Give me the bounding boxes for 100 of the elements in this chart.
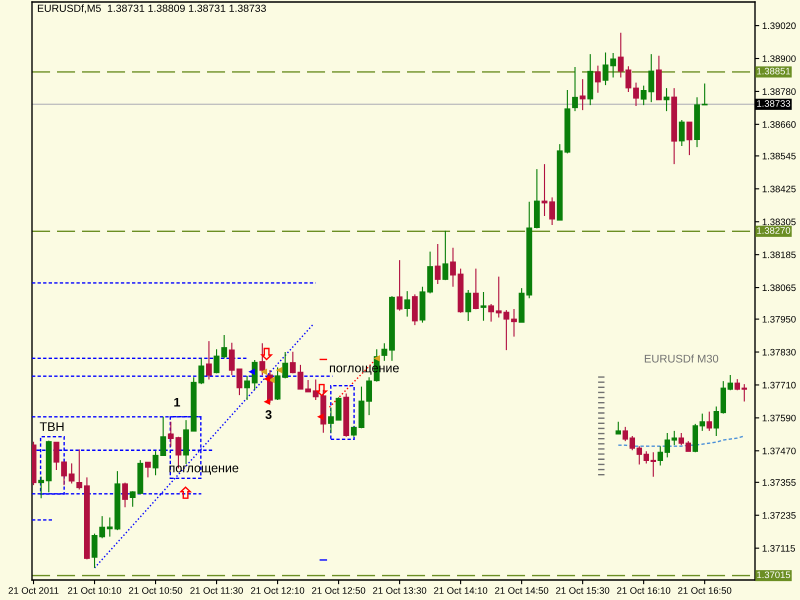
x-tick-label: 21 Oct 12:10: [251, 587, 304, 594]
candlestick: [130, 490, 136, 508]
point: [248, 368, 255, 376]
candlestick: [706, 411, 712, 432]
candlestick: [594, 65, 601, 94]
y-tick-label: 1.38065: [762, 284, 796, 292]
candlestick: [320, 389, 326, 434]
candlestick: [564, 90, 570, 154]
x-tick-label: 21 Oct 10:10: [68, 587, 122, 594]
x-tick-label: 21 Oct 11:30: [190, 587, 243, 594]
y-tick-label: 1.37470: [762, 448, 796, 454]
y-tick-label: 1.38780: [762, 88, 796, 95]
point: [264, 398, 270, 405]
x-tick-label: 21 Oct 13:30: [373, 587, 426, 594]
candlestick: [472, 268, 479, 310]
ref-line-label: 1.38733: [757, 100, 790, 107]
candlestick: [274, 366, 280, 401]
y-tick-label: 1.37950: [762, 316, 796, 323]
point: [264, 376, 270, 382]
y-tick-label: 1.37355: [762, 479, 796, 486]
candlestick: [106, 516, 113, 538]
candlestick: [518, 288, 525, 324]
y-tick-label: 1.38185: [762, 251, 796, 258]
candlestick: [84, 476, 90, 560]
candlestick: [312, 378, 319, 401]
candlestick: [488, 303, 494, 322]
x-tick-label: 21 Oct 10:50: [128, 587, 182, 594]
candlestick: [580, 78, 586, 111]
candlestick: [76, 448, 82, 490]
candlestick: [678, 119, 685, 147]
candlestick: [442, 230, 448, 281]
x-tick-label: 21 Oct 14:50: [495, 587, 548, 594]
candlestick: [282, 351, 288, 379]
y-tick-label: 1.38425: [762, 186, 796, 192]
candlestick: [122, 482, 128, 508]
candlestick: [206, 340, 212, 380]
point: [276, 366, 282, 374]
candlestick: [686, 122, 692, 156]
candlestick: [656, 55, 662, 100]
annotation: 3: [265, 410, 272, 420]
ref-line-label: 1.37015: [757, 571, 790, 578]
candlestick: [168, 421, 174, 448]
candlestick: [183, 420, 189, 465]
candlestick: [556, 144, 563, 221]
x-tick-label: 21 Oct 16:10: [617, 587, 670, 594]
candlestick: [480, 291, 486, 322]
ref-line-label: 1.38851: [757, 68, 790, 74]
annotation: 1: [174, 398, 180, 407]
candlestick: [526, 201, 532, 299]
y-tick-label: 1.38305: [762, 218, 796, 226]
candlestick: [343, 392, 350, 438]
candlestick: [259, 342, 266, 376]
candlestick: [137, 460, 144, 495]
chart-title: EURUSDf M30: [644, 354, 718, 363]
y-tick-label: 1.37830: [762, 348, 796, 356]
y-tick-label: 1.37590: [762, 414, 796, 422]
candlestick: [434, 243, 441, 285]
candlestick: [404, 290, 410, 318]
candlestick: [198, 358, 204, 385]
candlestick: [534, 168, 540, 229]
candlestick: [244, 375, 250, 401]
point: [373, 355, 380, 362]
candlestick: [618, 32, 624, 78]
candlestick: [221, 334, 228, 359]
x-tick-label: 21 Oct 14:10: [434, 587, 488, 594]
candlestick: [152, 450, 158, 476]
candlestick: [160, 416, 166, 457]
y-tick-label: 1.38900: [762, 55, 796, 62]
y-tick-label: 1.39020: [762, 22, 796, 30]
candlestick: [496, 276, 502, 318]
candlestick: [228, 342, 235, 376]
candlestick: [114, 470, 120, 531]
candlestick: [616, 421, 622, 435]
ref-line-label: 1.38270: [757, 227, 790, 234]
x-tick-label: 21 Oct 12:50: [312, 587, 366, 594]
annotation: ТВН: [40, 422, 64, 431]
candlestick: [664, 88, 670, 112]
x-tick-label: 21 Oct 16:50: [678, 587, 732, 594]
y-tick-label: 1.37235: [762, 512, 796, 519]
candlestick: [145, 462, 151, 478]
y-tick-label: 1.37710: [762, 382, 796, 388]
point: [317, 414, 324, 420]
candlestick: [587, 54, 594, 106]
y-tick-label: 1.38660: [762, 121, 796, 128]
candlestick: [190, 376, 197, 432]
y-tick-label: 1.38545: [762, 152, 796, 160]
candlestick: [640, 85, 647, 106]
candlestick: [465, 289, 472, 322]
candlestick: [412, 294, 418, 326]
candlestick: [671, 88, 678, 165]
candlestick: [396, 260, 403, 312]
x-tick-label: 21 Oct 2011: [8, 587, 58, 594]
y-tick-label: 1.37115: [762, 545, 795, 552]
candlestick: [214, 348, 220, 374]
chart-title: EURUSDf,M5 1.38731 1.38809 1.38731 1.38733: [38, 4, 266, 14]
x-tick-label: 21 Oct 15:30: [556, 587, 610, 594]
candlestick: [38, 476, 44, 499]
candlestick: [572, 66, 578, 112]
candlestick: [46, 440, 52, 493]
point: [260, 368, 268, 376]
